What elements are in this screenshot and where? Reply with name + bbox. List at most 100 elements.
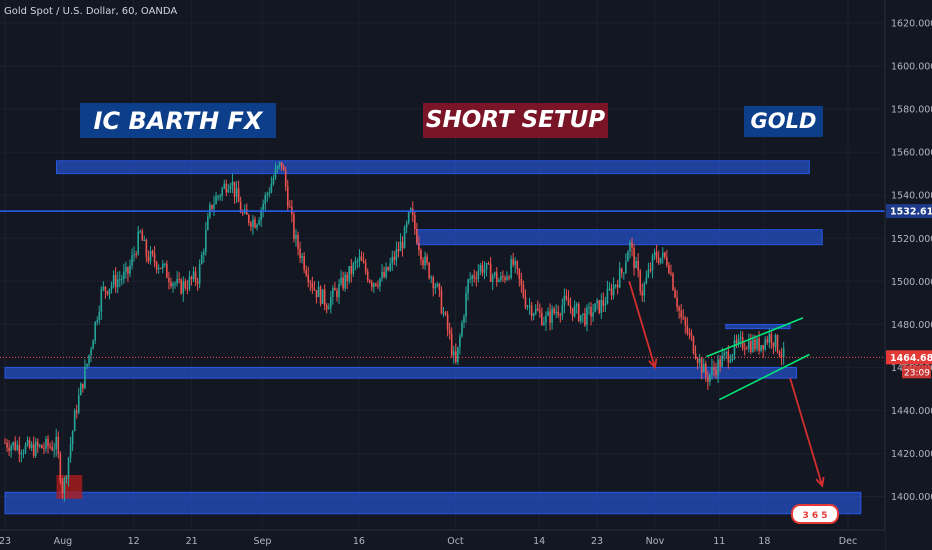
- candle-body: [41, 445, 43, 449]
- candle-body: [61, 481, 64, 494]
- candle-body: [629, 242, 631, 252]
- candle-body: [358, 256, 361, 261]
- candle-body: [274, 168, 277, 179]
- sr-zone: [725, 323, 791, 330]
- candle-body: [354, 261, 357, 264]
- candle-body: [375, 283, 377, 286]
- time-tick-label: Dec: [839, 536, 857, 547]
- candle-body: [202, 251, 205, 255]
- candle-body: [563, 295, 566, 306]
- candle-body: [700, 358, 703, 373]
- candle-body: [311, 282, 314, 289]
- candle-body: [176, 279, 178, 284]
- candle-body: [127, 267, 129, 274]
- candle-body: [600, 299, 603, 313]
- candle-body: [39, 445, 41, 447]
- candle-body: [352, 263, 355, 275]
- candle-body: [516, 261, 519, 269]
- candle-body: [307, 275, 310, 282]
- price-tick-label: 1420.000: [891, 449, 932, 460]
- candle-body: [684, 317, 687, 326]
- countdown: 23:09: [904, 368, 930, 378]
- candle-body: [198, 263, 201, 284]
- candle-body: [547, 311, 549, 316]
- candle-body: [180, 279, 183, 294]
- candle-body: [405, 222, 408, 228]
- target-arrow[interactable]: [628, 281, 656, 368]
- symbol-title[interactable]: Gold Spot / U.S. Dollar, 60, OANDA: [4, 6, 178, 17]
- candle-body: [465, 293, 467, 317]
- candle-body: [657, 258, 660, 264]
- candle-body: [602, 299, 605, 306]
- candle-body: [301, 256, 303, 259]
- candle-body: [567, 298, 570, 306]
- candle-body: [63, 478, 66, 494]
- candle-body: [155, 262, 158, 270]
- candle-body: [84, 366, 86, 389]
- candle-body: [532, 313, 535, 317]
- candle-body: [582, 313, 584, 316]
- time-tick-label: 11: [713, 536, 725, 547]
- candle-body: [272, 178, 275, 184]
- target-arrow[interactable]: [789, 377, 824, 487]
- candle-body: [80, 383, 82, 396]
- candle-body: [565, 295, 568, 299]
- candle-body: [659, 257, 662, 264]
- candle-body: [661, 252, 664, 258]
- trendline[interactable]: [706, 317, 804, 358]
- candle-body: [752, 339, 754, 352]
- level-badge[interactable]: 1532.612: [890, 207, 932, 218]
- trendline[interactable]: [718, 353, 810, 401]
- candle-body: [692, 336, 695, 354]
- countdown-bg: [902, 365, 931, 379]
- candle-body: [604, 303, 607, 306]
- candle-body: [18, 444, 21, 455]
- candle-body: [256, 224, 258, 228]
- candle-body: [118, 279, 121, 281]
- candle-body: [450, 333, 453, 356]
- candle-body: [510, 259, 512, 278]
- candle-body: [114, 274, 117, 288]
- candle-body: [557, 311, 560, 315]
- social-badge[interactable]: [791, 504, 839, 524]
- candle-body: [696, 358, 699, 363]
- candle-body: [207, 216, 209, 230]
- price-tick-label: 1600.000: [891, 62, 932, 73]
- candle-body: [444, 312, 447, 315]
- candle-body: [260, 209, 262, 221]
- candle-body: [625, 261, 627, 273]
- candle-body: [739, 337, 742, 339]
- candle-body: [20, 453, 23, 455]
- candle-body: [125, 267, 127, 272]
- candle-body: [698, 358, 701, 363]
- last-price-badge[interactable]: 1464.680: [890, 353, 932, 364]
- candle-body: [594, 303, 596, 313]
- time-tick-label: 14: [533, 536, 545, 547]
- candle-body: [268, 192, 271, 194]
- candle-body: [491, 275, 494, 282]
- candle-body: [104, 286, 107, 292]
- candle-body: [750, 340, 752, 352]
- candle-body: [43, 448, 45, 450]
- candle-body: [579, 315, 582, 322]
- candle-body: [147, 256, 150, 262]
- candle-body: [530, 305, 533, 317]
- candle-body: [633, 248, 635, 269]
- candle-body: [370, 282, 373, 287]
- candle-body: [479, 265, 482, 272]
- candle-body: [452, 351, 455, 356]
- candle-body: [743, 348, 746, 350]
- candle-body: [672, 273, 674, 290]
- candle-body: [782, 348, 785, 358]
- candle-body: [393, 256, 396, 261]
- candle-body: [8, 447, 10, 452]
- candle-body: [664, 252, 666, 258]
- candle-body: [713, 366, 715, 370]
- candle-body: [59, 453, 62, 482]
- time-tick-label: 23: [591, 536, 603, 547]
- candle-body: [768, 333, 771, 343]
- price-tick-label: 1560.000: [891, 148, 932, 159]
- price-tick-label: 1540.000: [891, 191, 932, 202]
